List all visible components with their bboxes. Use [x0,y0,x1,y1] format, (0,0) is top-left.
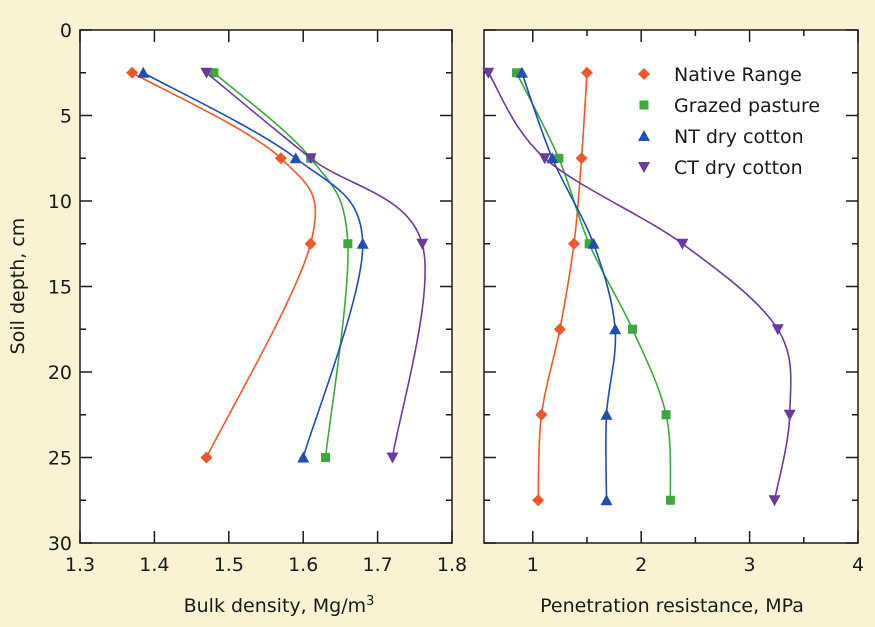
right-point-grazed-pasture [512,68,522,78]
right-x-tick-label: 2 [635,554,647,576]
left-point-native-range [200,451,213,464]
right-point-grazed-pasture [628,324,638,334]
left-point-grazed-pasture [343,239,353,249]
left-point-nt-dry-cotton [356,237,369,249]
y-tick-label: 5 [60,106,72,128]
right-x-tick-label: 4 [852,554,864,576]
right-x-tick-label: 1 [527,554,539,576]
left-point-ct-dry-cotton [416,238,429,250]
left-x-axis-title-main: Bulk density, Mg/m [184,595,367,617]
left-point-native-range [126,66,139,79]
right-point-grazed-pasture [584,239,594,249]
right-point-nt-dry-cotton [609,323,622,335]
right-point-native-range [580,66,593,79]
left-series-line-native-range [131,72,317,458]
legend-label-ct-dry-cotton: CT dry cotton [674,157,803,179]
right-point-nt-dry-cotton [587,237,600,249]
right-point-ct-dry-cotton [538,153,551,165]
left-point-grazed-pasture [321,453,331,462]
legend-marker-nt-dry-cotton [638,130,650,141]
left-series-line-nt-dry-cotton [142,72,364,458]
right-series-line-nt-dry-cotton [521,72,617,501]
left-point-ct-dry-cotton [304,153,317,165]
legend-marker-native-range [638,68,650,80]
right-point-native-range [532,494,545,507]
left-point-nt-dry-cotton [297,451,310,463]
left-x-axis-title: Bulk density, Mg/m3 [184,594,375,618]
y-tick-label: 10 [48,191,72,213]
y-tick-label: 25 [48,448,72,470]
right-point-nt-dry-cotton [546,152,559,164]
y-tick-label: 0 [60,20,72,42]
right-point-nt-dry-cotton [600,494,613,506]
right-point-ct-dry-cotton [482,67,495,79]
right-point-grazed-pasture [665,495,675,505]
right-point-nt-dry-cotton [600,408,613,420]
right-plot-area [483,29,859,544]
y-axis-title: Soil depth, cm [7,218,29,355]
right-point-ct-dry-cotton [676,238,689,250]
right-point-ct-dry-cotton [771,324,784,336]
right-point-nt-dry-cotton [515,66,528,78]
left-point-native-range [304,237,317,250]
y-tick-label: 30 [48,533,72,555]
right-x-tick-label: 3 [744,554,756,576]
y-tick-label: 20 [48,362,72,384]
left-point-ct-dry-cotton [386,452,399,464]
left-x-axis-title-superscript: 3 [366,594,374,609]
right-series-line-native-range [537,72,588,501]
left-x-tick-label: 1.7 [362,554,392,576]
right-point-ct-dry-cotton [768,495,781,507]
left-point-nt-dry-cotton [289,152,302,164]
right-point-grazed-pasture [554,153,564,163]
right-point-native-range [575,152,588,165]
left-plot-area [79,29,453,544]
left-x-tick-label: 1.4 [139,554,169,576]
left-point-nt-dry-cotton [137,66,150,78]
right-x-axis-title: Penetration resistance, MPa [540,595,804,617]
legend: Native Range Grazed pasture NT dry cotton C… [638,64,820,179]
left-point-native-range [274,152,287,165]
right-point-ct-dry-cotton [783,409,796,421]
legend-marker-grazed-pasture [639,100,649,110]
y-tick-label: 15 [48,277,72,299]
right-point-native-range [567,237,580,250]
left-x-tick-label: 1.5 [214,554,244,576]
left-x-tick-label: 1.3 [65,554,95,576]
right-point-native-range [553,323,566,336]
left-x-tick-label: 1.8 [437,554,467,576]
right-point-grazed-pasture [661,410,671,420]
left-series-line-ct-dry-cotton [205,72,426,458]
right-point-native-range [535,408,548,421]
legend-label-native-range: Native Range [674,64,802,86]
legend-marker-ct-dry-cotton [638,162,650,173]
legend-label-grazed-pasture: Grazed pasture [674,95,820,117]
legend-label-nt-dry-cotton: NT dry cotton [674,126,804,148]
left-series-line-grazed-pasture [213,72,349,458]
right-series-line-grazed-pasture [515,72,672,501]
left-x-tick-label: 1.6 [288,554,318,576]
left-point-grazed-pasture [209,68,219,78]
left-point-ct-dry-cotton [200,67,213,79]
